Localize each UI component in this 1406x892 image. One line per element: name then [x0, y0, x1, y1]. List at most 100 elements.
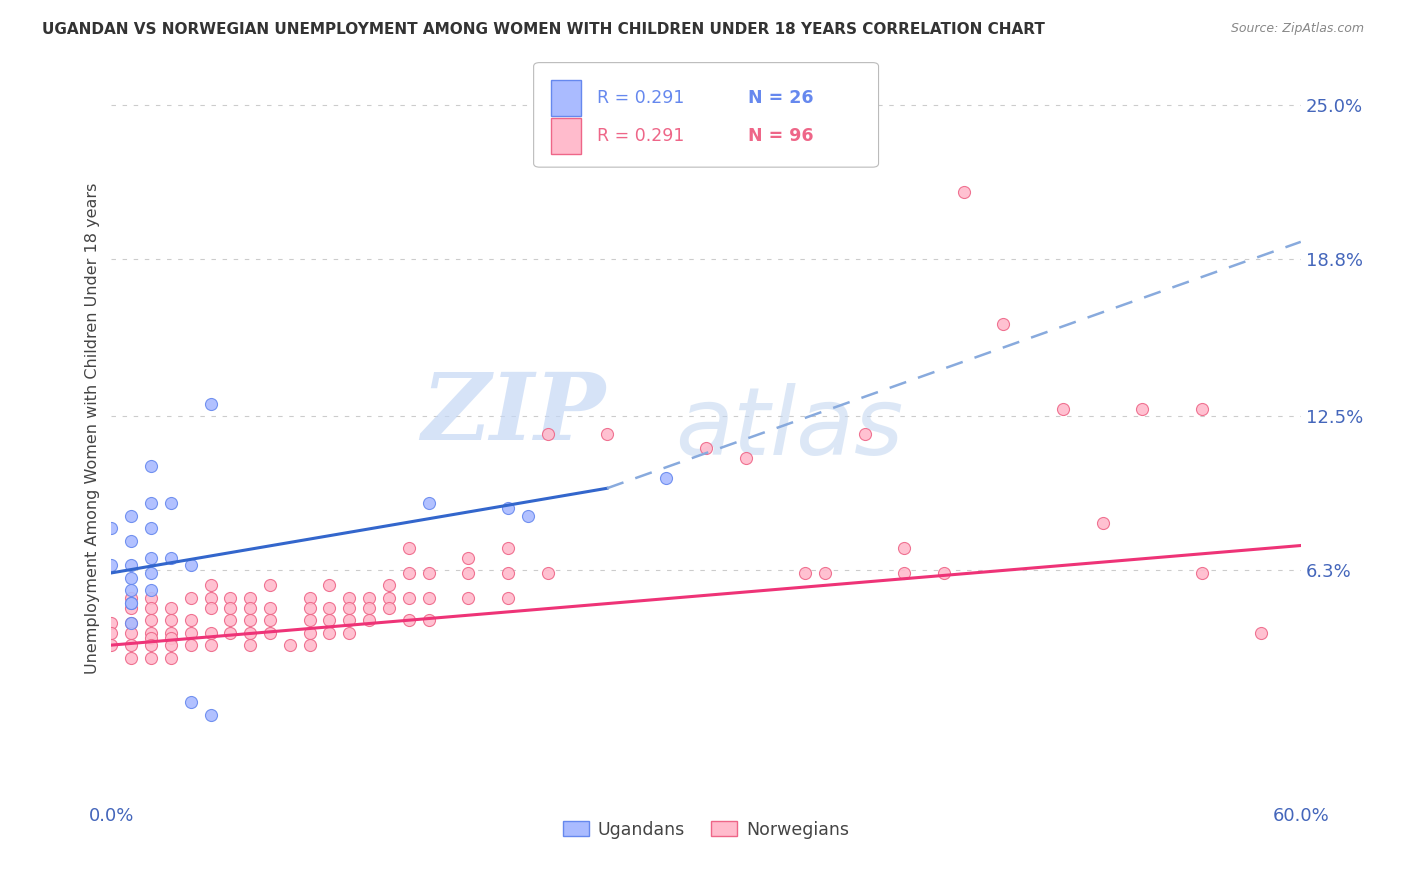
Point: [120, 591, 142, 605]
Point: [200, 591, 222, 605]
Point: [139, 458, 162, 473]
Point: [139, 583, 162, 598]
Point: [120, 596, 142, 610]
Point: [993, 317, 1015, 331]
Point: [200, 638, 222, 652]
FancyBboxPatch shape: [534, 62, 879, 167]
Point: [219, 625, 242, 640]
Point: [398, 613, 420, 627]
Point: [318, 613, 340, 627]
Point: [120, 583, 142, 598]
Point: [120, 638, 142, 652]
Point: [160, 638, 183, 652]
Point: [160, 631, 183, 645]
Point: [120, 615, 142, 630]
Point: [180, 625, 202, 640]
FancyBboxPatch shape: [551, 79, 581, 116]
Point: [655, 471, 678, 485]
Point: [418, 566, 440, 580]
Point: [734, 451, 756, 466]
Point: [120, 650, 142, 665]
Point: [457, 551, 479, 566]
Point: [259, 578, 281, 592]
Point: [139, 625, 162, 640]
Point: [359, 600, 381, 615]
Point: [337, 625, 360, 640]
Point: [853, 426, 876, 441]
Point: [160, 613, 183, 627]
Point: [298, 625, 321, 640]
Point: [457, 566, 479, 580]
Point: [932, 566, 955, 580]
Point: [259, 600, 281, 615]
Point: [160, 551, 183, 566]
Point: [139, 650, 162, 665]
Point: [100, 625, 122, 640]
Point: [120, 625, 142, 640]
Point: [1250, 625, 1272, 640]
Point: [1130, 401, 1153, 416]
Point: [180, 638, 202, 652]
Point: [457, 591, 479, 605]
Point: [378, 591, 401, 605]
Text: R = 0.291: R = 0.291: [596, 127, 685, 145]
Point: [298, 591, 321, 605]
Point: [814, 566, 837, 580]
Point: [239, 600, 262, 615]
Point: [120, 508, 142, 523]
Point: [418, 591, 440, 605]
Point: [596, 426, 619, 441]
Point: [139, 600, 162, 615]
Point: [219, 591, 242, 605]
Point: [139, 631, 162, 645]
Point: [337, 600, 360, 615]
Point: [100, 638, 122, 652]
Point: [200, 397, 222, 411]
Point: [298, 600, 321, 615]
Point: [100, 558, 122, 573]
Point: [359, 613, 381, 627]
Point: [160, 650, 183, 665]
Point: [259, 625, 281, 640]
Point: [120, 533, 142, 548]
Point: [139, 521, 162, 535]
Point: [120, 596, 142, 610]
Text: N = 96: N = 96: [748, 127, 813, 145]
Point: [180, 558, 202, 573]
Point: [695, 442, 717, 456]
Text: ZIP: ZIP: [420, 368, 605, 458]
FancyBboxPatch shape: [551, 118, 581, 153]
Point: [1091, 516, 1114, 530]
Point: [160, 600, 183, 615]
Point: [139, 496, 162, 510]
Point: [298, 638, 321, 652]
Point: [893, 541, 915, 555]
Text: N = 26: N = 26: [748, 88, 813, 107]
Point: [496, 566, 519, 580]
Point: [200, 600, 222, 615]
Point: [239, 613, 262, 627]
Point: [100, 615, 122, 630]
Point: [496, 541, 519, 555]
Point: [100, 521, 122, 535]
Point: [378, 600, 401, 615]
Point: [139, 613, 162, 627]
Point: [160, 496, 183, 510]
Point: [278, 638, 301, 652]
Text: atlas: atlas: [675, 383, 904, 474]
Point: [893, 566, 915, 580]
Point: [139, 566, 162, 580]
Point: [120, 558, 142, 573]
Point: [794, 566, 817, 580]
Point: [139, 551, 162, 566]
Point: [318, 578, 340, 592]
Point: [516, 508, 538, 523]
Point: [120, 571, 142, 585]
Point: [298, 613, 321, 627]
Point: [536, 426, 558, 441]
Point: [139, 591, 162, 605]
Point: [1191, 566, 1213, 580]
Text: UGANDAN VS NORWEGIAN UNEMPLOYMENT AMONG WOMEN WITH CHILDREN UNDER 18 YEARS CORRE: UGANDAN VS NORWEGIAN UNEMPLOYMENT AMONG …: [42, 22, 1045, 37]
Text: R = 0.291: R = 0.291: [596, 88, 685, 107]
Legend: Ugandans, Norwegians: Ugandans, Norwegians: [557, 814, 856, 846]
